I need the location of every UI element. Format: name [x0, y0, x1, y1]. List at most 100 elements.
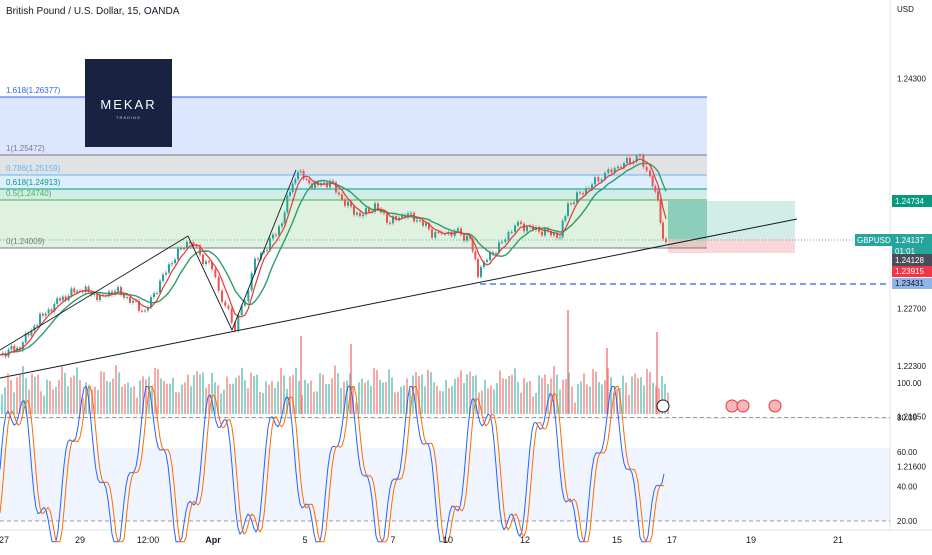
candle-body [335, 182, 337, 193]
volume-bar [604, 380, 606, 414]
candle-body [544, 228, 546, 236]
candle-body [419, 220, 421, 222]
volume-bar [472, 376, 474, 414]
stop-price-label: 1.23915 [895, 267, 924, 276]
candle-body [389, 222, 391, 224]
volume-bar [10, 379, 12, 414]
candle-body [359, 212, 361, 217]
candle-body [153, 293, 155, 298]
volume-bar [598, 381, 600, 414]
volume-bar [409, 390, 411, 414]
volume-bar [412, 375, 414, 414]
volume-bar [661, 376, 663, 414]
candle-body [377, 203, 379, 209]
volume-bar [379, 379, 381, 414]
volume-bar [562, 379, 564, 414]
volume-bar [205, 387, 207, 414]
volume-bar [313, 391, 315, 414]
volume-bar [193, 374, 195, 414]
volume-bar [286, 389, 288, 414]
candle-body [507, 232, 510, 240]
candle-body [401, 215, 403, 218]
price-tick: 1.21950 [897, 412, 926, 421]
volume-bar [376, 370, 378, 414]
volume-bar [550, 378, 552, 414]
volume-bar [445, 379, 447, 414]
candle-body [570, 203, 572, 205]
volume-bar [262, 392, 264, 414]
candle-body [174, 259, 176, 264]
volume-bar [652, 382, 654, 414]
candle-body [626, 158, 628, 164]
volume-bar [331, 378, 333, 414]
candle-body [480, 266, 482, 277]
candle-body [165, 272, 167, 275]
candle-body [523, 223, 525, 232]
candle-body [96, 294, 99, 301]
candle-body [64, 296, 67, 301]
candle-body [457, 228, 459, 231]
candle-body [221, 290, 223, 302]
volume-bar [316, 391, 318, 414]
candle-body [266, 249, 268, 251]
candle-body [36, 325, 39, 327]
volume-bar [535, 392, 537, 414]
candle-body [93, 294, 96, 296]
volume-bar [37, 374, 39, 414]
candle-body [422, 220, 424, 226]
volume-bar [283, 375, 285, 414]
candle-body [613, 168, 616, 173]
fib-zone-0786 [0, 175, 707, 189]
volume-spike [350, 344, 352, 414]
volume-bar [346, 380, 348, 414]
candle-body [386, 213, 388, 223]
volume-bar [385, 381, 387, 414]
fib-level-label: 0.786(1.25159) [6, 164, 61, 173]
oscillator-tick: 40.00 [897, 483, 918, 492]
volume-bar [229, 383, 231, 414]
candle-body [662, 222, 664, 239]
candle-body [588, 188, 590, 190]
candle-body [16, 347, 19, 352]
candle-body [234, 322, 236, 331]
volume-bar [418, 376, 420, 414]
candle-body [585, 188, 587, 195]
candle-body [368, 207, 370, 212]
rising-trendline [0, 218, 798, 379]
volume-bar [484, 379, 486, 414]
candle-body [567, 203, 569, 217]
volume-bar [322, 374, 324, 414]
candle-body [283, 212, 286, 224]
candle-body [425, 223, 427, 226]
symbol-label: GBPUSD [857, 236, 891, 245]
candle-body [341, 194, 343, 200]
volume-bar [181, 384, 183, 414]
candle-body [492, 252, 494, 254]
mekar-logo: MEKAR TRADING [85, 59, 172, 147]
volume-bar [250, 372, 252, 414]
volume-bar [454, 378, 456, 414]
candle-body [607, 169, 610, 173]
volume-bar [394, 392, 396, 414]
volume-bar [424, 386, 426, 414]
volume-bar [571, 386, 573, 414]
stop-price-badge [892, 266, 932, 277]
volume-bar [334, 365, 336, 414]
volume-bar [502, 378, 504, 414]
volume-bar [124, 383, 126, 414]
volume-bar [274, 388, 276, 414]
volume-bar [397, 391, 399, 414]
volume-bar [154, 367, 156, 414]
volume-bar [175, 392, 177, 414]
candle-body [289, 192, 291, 196]
symbol-badge [855, 234, 892, 246]
candle-body [299, 171, 302, 173]
candle-body [76, 290, 79, 293]
volume-bar [358, 382, 360, 414]
candle-body [398, 217, 400, 220]
volume-bar [310, 380, 312, 414]
currency-label: USD [897, 5, 914, 14]
candle-body [431, 229, 433, 238]
candle-body [10, 345, 13, 350]
